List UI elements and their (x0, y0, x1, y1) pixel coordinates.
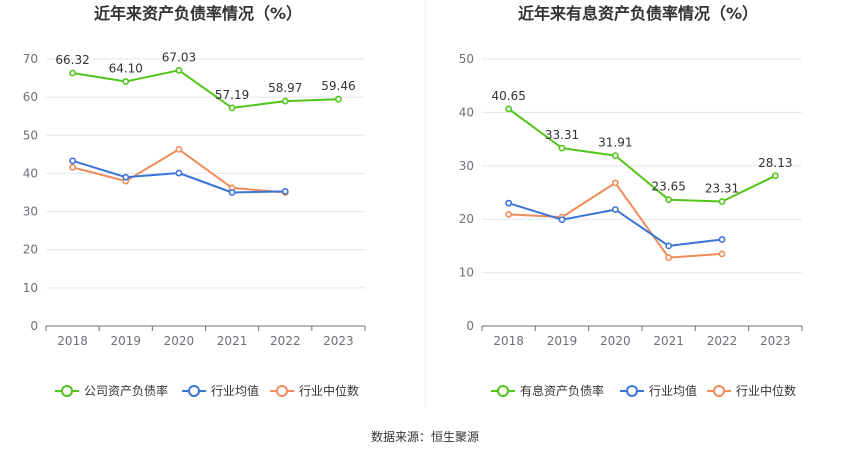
data-point (69, 157, 76, 165)
y-tick-label: 50 (23, 128, 38, 142)
legend-swatch-marker (61, 385, 73, 397)
data-point (505, 199, 513, 207)
data-label: 67.03 (162, 50, 196, 64)
x-tick-label: 2020 (600, 334, 631, 348)
y-tick-label: 30 (459, 159, 474, 173)
data-point (69, 69, 76, 77)
data-point (228, 104, 236, 112)
x-tick-label: 2020 (164, 334, 195, 348)
y-tick-label: 40 (459, 105, 474, 119)
x-tick-label: 2019 (547, 334, 578, 348)
data-point (665, 242, 673, 250)
series-line (508, 108, 776, 203)
data-point (558, 144, 566, 152)
y-tick-label: 40 (23, 166, 38, 180)
legend-swatch-marker (276, 385, 288, 397)
legend-label: 行业中位数 (736, 383, 796, 398)
data-point (665, 196, 673, 204)
legend-label: 有息资产负债率 (520, 383, 604, 398)
data-label: 31.91 (598, 136, 632, 150)
data-point (335, 95, 342, 103)
legend-swatch-marker (188, 385, 200, 397)
x-tick-label: 2021 (217, 334, 248, 348)
legend-label: 行业中位数 (299, 383, 359, 398)
data-point (281, 187, 289, 195)
legend-swatch-marker (497, 385, 509, 397)
data-point (175, 66, 183, 74)
legend-label: 行业均值 (211, 383, 259, 398)
y-tick-label: 60 (23, 90, 38, 104)
data-label: 57.19 (215, 88, 249, 102)
data-label: 58.97 (268, 81, 302, 95)
data-point (611, 206, 619, 213)
data-label: 59.46 (321, 79, 355, 93)
data-point (718, 250, 726, 258)
data-point (611, 179, 619, 187)
data-label: 23.65 (651, 180, 685, 194)
series-line (72, 159, 286, 194)
x-tick-label: 2023 (323, 334, 354, 348)
legend-label: 公司资产负债率 (84, 383, 168, 398)
data-label: 33.31 (545, 128, 579, 142)
chart-title: 近年来有息资产负债率情况（%） (518, 4, 758, 23)
data-point (69, 163, 76, 171)
y-tick-label: 50 (459, 52, 474, 66)
x-tick-label: 2022 (707, 334, 738, 348)
data-point (665, 254, 673, 262)
x-tick-label: 2021 (653, 334, 684, 348)
chart-left: 近年来资产负债率情况（%） 0 10 20 30 40 50 60 70 2018 2019 2020… (23, 4, 366, 398)
data-point (175, 169, 183, 177)
data-label: 28.13 (758, 156, 792, 170)
data-point (122, 78, 130, 85)
chart-right: 近年来有息资产负债率情况（%） 0 10 20 30 40 50 2018 2019 2020 20… (459, 4, 803, 398)
data-point (771, 172, 779, 180)
y-tick-label: 20 (23, 243, 38, 257)
x-tick-label: 2022 (270, 334, 301, 348)
legend-swatch-marker (713, 385, 725, 397)
x-tick-label: 2023 (760, 334, 791, 348)
x-tick-label: 2018 (493, 334, 524, 348)
data-label: 64.10 (109, 62, 143, 76)
legend-swatch-marker (626, 385, 638, 397)
x-tick-label: 2018 (57, 334, 88, 348)
data-label: 66.32 (55, 53, 89, 67)
data-point (558, 216, 566, 224)
data-point (175, 145, 183, 153)
y-tick-label: 20 (459, 212, 474, 226)
data-label: 40.65 (491, 89, 525, 103)
y-tick-label: 30 (23, 205, 38, 219)
y-tick-label: 0 (466, 319, 474, 333)
data-point (718, 198, 726, 205)
series-line (508, 181, 723, 259)
data-point (505, 210, 513, 218)
y-tick-label: 0 (30, 319, 38, 333)
data-label: 23.31 (705, 182, 739, 196)
legend-label: 行业均值 (649, 383, 697, 398)
y-tick-label: 10 (459, 266, 474, 280)
y-tick-label: 10 (23, 281, 38, 295)
data-point (505, 105, 513, 113)
source-note: 数据来源：恒生聚源 (371, 429, 479, 444)
data-point (228, 189, 236, 196)
x-tick-label: 2019 (110, 334, 141, 348)
y-tick-label: 70 (23, 52, 38, 66)
data-point (281, 97, 289, 105)
chart-title: 近年来资产负债率情况（%） (94, 4, 302, 23)
data-point (611, 152, 619, 160)
data-point (122, 173, 130, 181)
data-point (718, 236, 726, 243)
series-line (72, 69, 339, 109)
